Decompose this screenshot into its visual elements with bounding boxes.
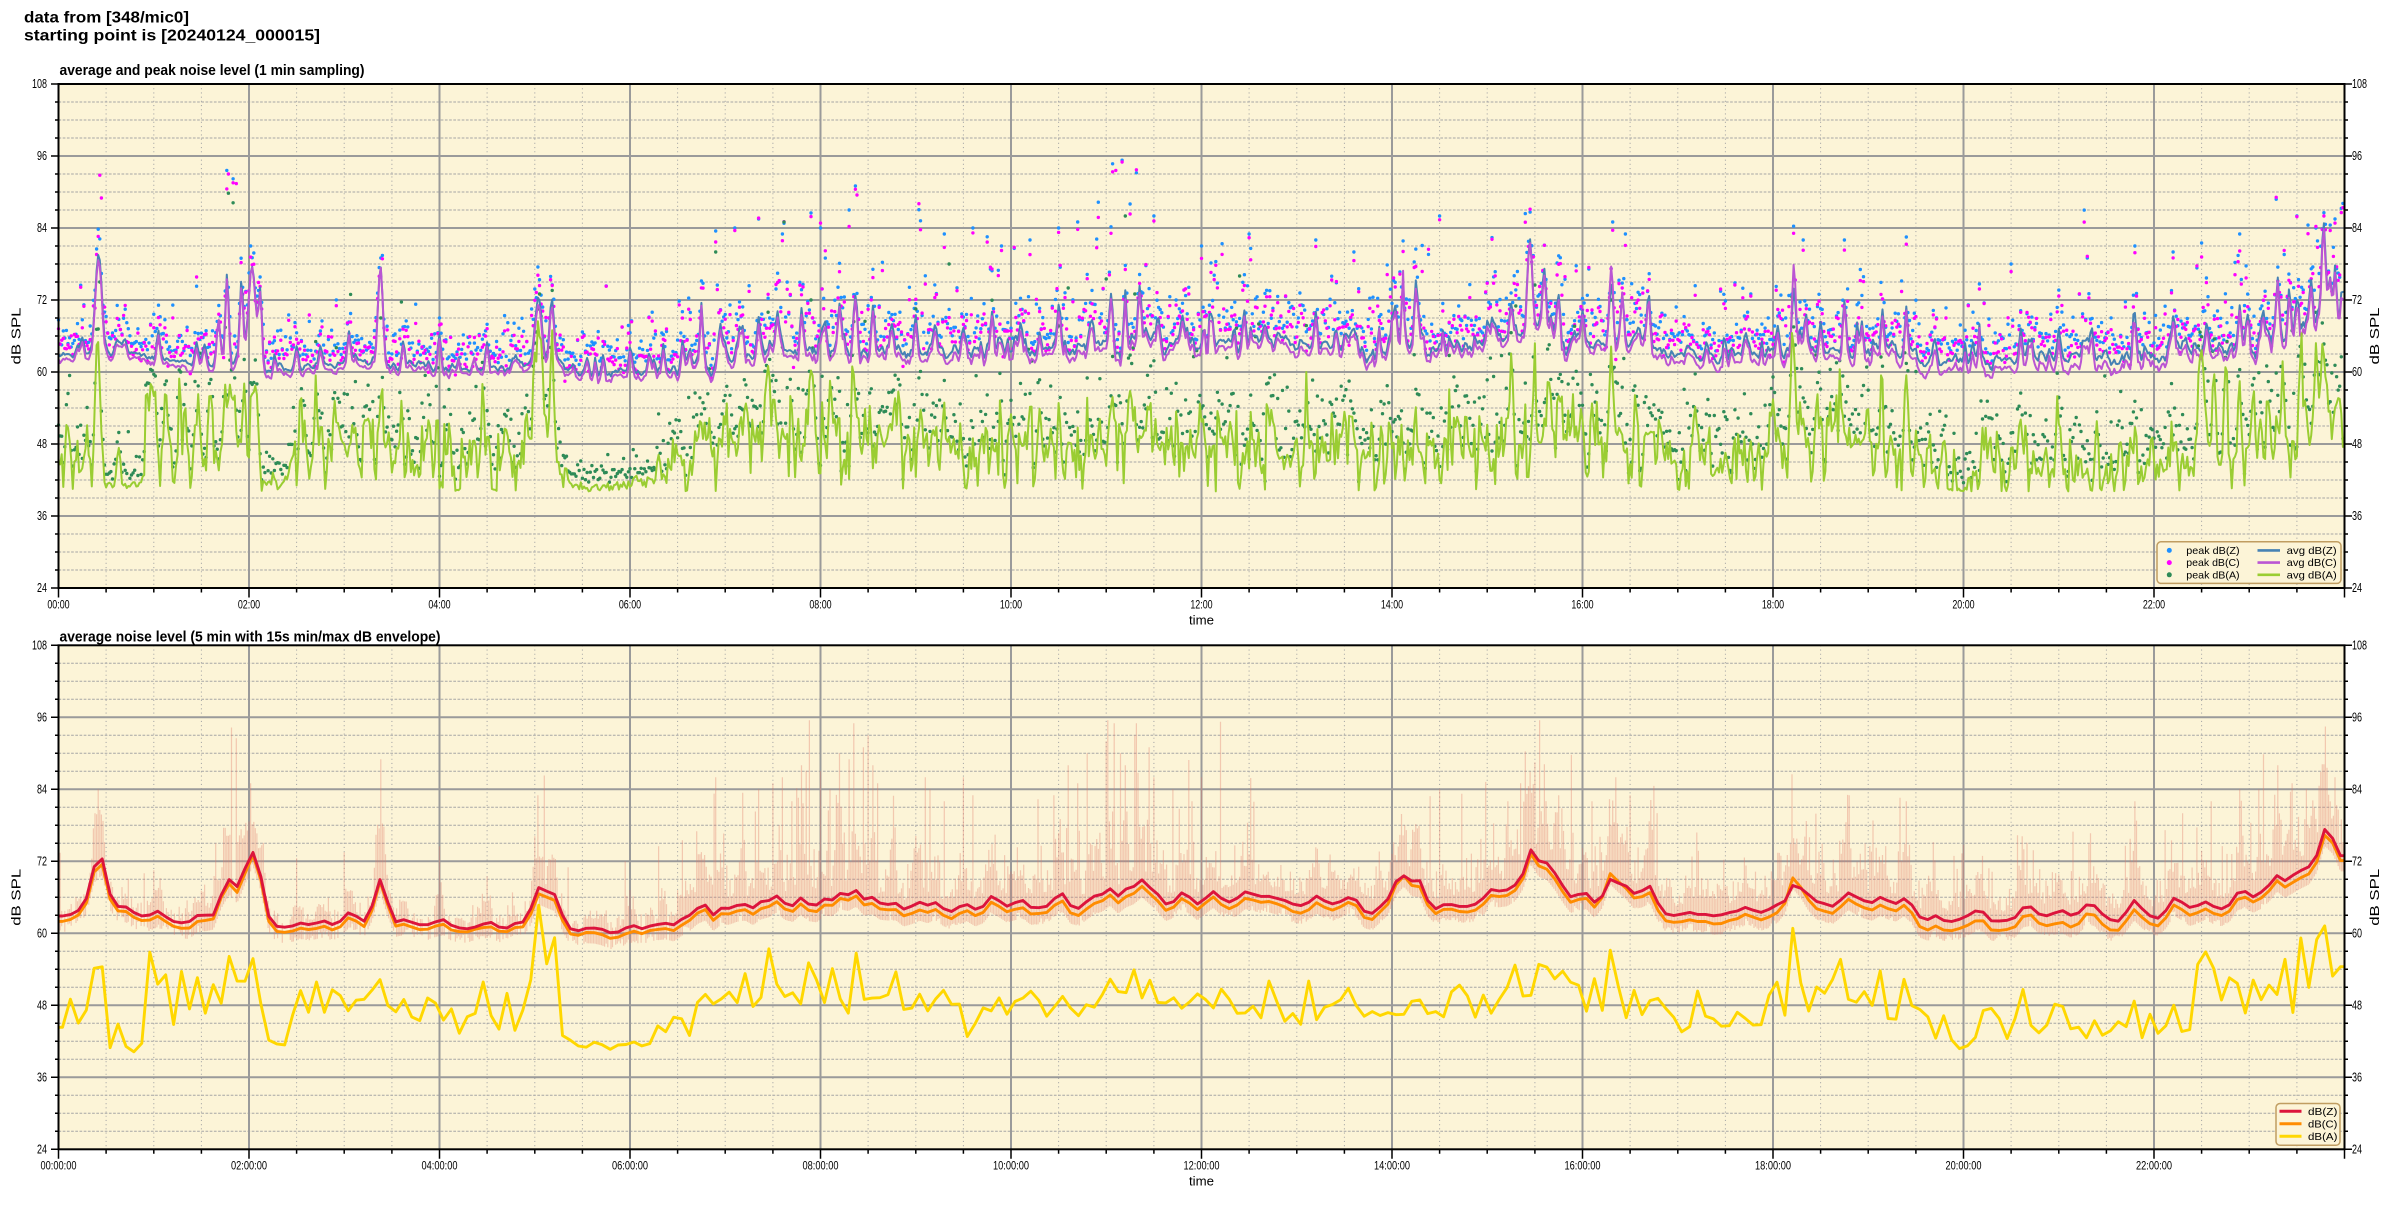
svg-text:12:00: 12:00 bbox=[1190, 600, 1212, 612]
svg-text:12:00:00: 12:00:00 bbox=[1184, 1160, 1220, 1172]
svg-text:08:00: 08:00 bbox=[809, 600, 831, 612]
svg-text:08:00:00: 08:00:00 bbox=[803, 1160, 839, 1172]
svg-text:24: 24 bbox=[37, 1142, 47, 1156]
svg-text:96: 96 bbox=[37, 710, 47, 724]
svg-text:60: 60 bbox=[37, 365, 47, 379]
svg-text:84: 84 bbox=[2352, 782, 2362, 796]
svg-text:06:00:00: 06:00:00 bbox=[612, 1160, 648, 1172]
svg-text:48: 48 bbox=[2352, 998, 2362, 1012]
svg-text:10:00: 10:00 bbox=[1000, 600, 1022, 612]
svg-text:dB(C): dB(C) bbox=[2308, 1119, 2337, 1131]
svg-text:96: 96 bbox=[2352, 149, 2362, 163]
svg-text:48: 48 bbox=[2352, 437, 2362, 451]
svg-text:14:00:00: 14:00:00 bbox=[1374, 1160, 1410, 1172]
svg-text:72: 72 bbox=[37, 293, 47, 307]
svg-text:avg dB(A): avg dB(A) bbox=[2287, 569, 2337, 581]
svg-text:dB SPL: dB SPL bbox=[10, 307, 24, 364]
svg-text:18:00: 18:00 bbox=[1762, 600, 1784, 612]
svg-text:60: 60 bbox=[2352, 365, 2362, 379]
svg-text:04:00: 04:00 bbox=[428, 600, 450, 612]
svg-text:36: 36 bbox=[2352, 1070, 2362, 1084]
svg-text:average and peak noise level (: average and peak noise level (1 min samp… bbox=[60, 62, 365, 79]
svg-text:20:00: 20:00 bbox=[1952, 600, 1974, 612]
svg-text:18:00:00: 18:00:00 bbox=[1755, 1160, 1791, 1172]
svg-text:time: time bbox=[1189, 1173, 1214, 1188]
svg-text:16:00: 16:00 bbox=[1571, 600, 1593, 612]
svg-text:peak dB(A): peak dB(A) bbox=[2186, 569, 2239, 581]
svg-text:36: 36 bbox=[2352, 509, 2362, 523]
svg-text:20:00:00: 20:00:00 bbox=[1946, 1160, 1982, 1172]
svg-text:24: 24 bbox=[2352, 581, 2362, 595]
svg-text:dB SPL: dB SPL bbox=[2368, 869, 2382, 926]
svg-text:time: time bbox=[1189, 612, 1214, 627]
svg-text:avg dB(Z): avg dB(Z) bbox=[2287, 545, 2337, 557]
svg-text:60: 60 bbox=[2352, 926, 2362, 940]
svg-text:108: 108 bbox=[2352, 77, 2367, 91]
svg-text:60: 60 bbox=[37, 926, 47, 940]
svg-text:data from [348/mic0]: data from [348/mic0] bbox=[24, 10, 189, 27]
svg-text:peak dB(C): peak dB(C) bbox=[2186, 557, 2239, 569]
svg-text:22:00:00: 22:00:00 bbox=[2136, 1160, 2172, 1172]
svg-text:avg dB(C): avg dB(C) bbox=[2287, 557, 2337, 569]
svg-text:36: 36 bbox=[37, 1070, 47, 1084]
svg-text:72: 72 bbox=[2352, 293, 2362, 307]
svg-text:84: 84 bbox=[37, 221, 47, 235]
svg-text:84: 84 bbox=[2352, 221, 2362, 235]
svg-text:peak dB(Z): peak dB(Z) bbox=[2186, 545, 2239, 557]
svg-text:dB(Z): dB(Z) bbox=[2308, 1106, 2337, 1118]
svg-text:04:00:00: 04:00:00 bbox=[422, 1160, 458, 1172]
svg-text:24: 24 bbox=[2352, 1142, 2362, 1156]
svg-text:48: 48 bbox=[37, 998, 47, 1012]
svg-text:36: 36 bbox=[37, 509, 47, 523]
svg-text:14:00: 14:00 bbox=[1381, 600, 1403, 612]
svg-text:108: 108 bbox=[32, 77, 47, 91]
svg-text:108: 108 bbox=[32, 638, 47, 652]
svg-text:06:00: 06:00 bbox=[619, 600, 641, 612]
svg-text:108: 108 bbox=[2352, 638, 2367, 652]
svg-text:24: 24 bbox=[37, 581, 47, 595]
svg-text:48: 48 bbox=[37, 437, 47, 451]
svg-text:10:00:00: 10:00:00 bbox=[993, 1160, 1029, 1172]
svg-text:average noise level (5 min wit: average noise level (5 min with 15s min/… bbox=[60, 629, 441, 646]
svg-text:72: 72 bbox=[37, 854, 47, 868]
svg-text:16:00:00: 16:00:00 bbox=[1565, 1160, 1601, 1172]
svg-text:96: 96 bbox=[2352, 710, 2362, 724]
svg-text:84: 84 bbox=[37, 782, 47, 796]
svg-text:02:00: 02:00 bbox=[238, 600, 260, 612]
svg-text:starting point is [20240124_00: starting point is [20240124_000015] bbox=[24, 28, 320, 45]
svg-text:22:00: 22:00 bbox=[2143, 600, 2165, 612]
svg-text:00:00:00: 00:00:00 bbox=[41, 1160, 77, 1172]
svg-text:dB SPL: dB SPL bbox=[2368, 307, 2382, 364]
svg-text:02:00:00: 02:00:00 bbox=[231, 1160, 267, 1172]
svg-text:dB SPL: dB SPL bbox=[10, 869, 24, 926]
svg-text:dB(A): dB(A) bbox=[2308, 1131, 2337, 1143]
svg-text:96: 96 bbox=[37, 149, 47, 163]
svg-text:72: 72 bbox=[2352, 854, 2362, 868]
svg-text:00:00: 00:00 bbox=[47, 600, 69, 612]
